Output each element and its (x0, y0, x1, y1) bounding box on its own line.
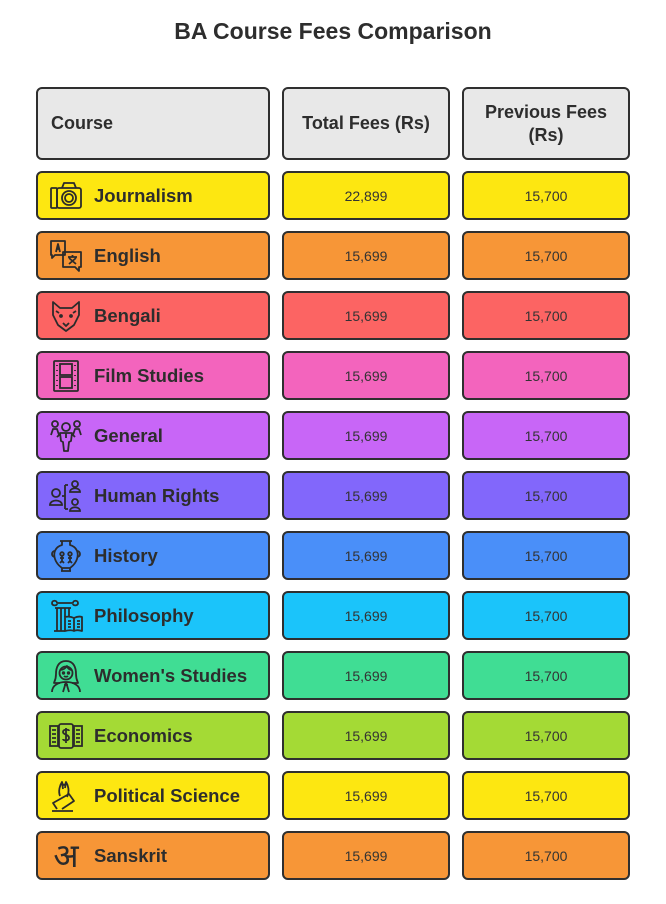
total-fees-cell-economics: 15,699 (282, 711, 450, 760)
header-previous-fees: Previous Fees (Rs) (462, 87, 630, 160)
translate-icon (48, 238, 84, 274)
total-fees-cell-general: 15,699 (282, 411, 450, 460)
total-fees-cell-journalism: 22,899 (282, 171, 450, 220)
previous-fees-cell-journalism: 15,700 (462, 171, 630, 220)
previous-fees-cell-bengali: 15,700 (462, 291, 630, 340)
course-cell-general: General (36, 411, 270, 460)
tiger-icon (48, 298, 84, 334)
course-cell-bengali: Bengali (36, 291, 270, 340)
previous-fees-cell-philosophy: 15,700 (462, 591, 630, 640)
course-name: Political Science (94, 784, 241, 806)
course-name: Human Rights (94, 484, 220, 506)
previous-fees-cell-history: 15,700 (462, 531, 630, 580)
total-fees-cell-human-rights: 15,699 (282, 471, 450, 520)
total-fees-cell-political-science: 15,699 (282, 771, 450, 820)
course-cell-philosophy: Philosophy (36, 591, 270, 640)
course-cell-history: History (36, 531, 270, 580)
total-fees-cell-english: 15,699 (282, 231, 450, 280)
course-name: Economics (94, 724, 193, 746)
previous-fees-cell-film-studies: 15,700 (462, 351, 630, 400)
previous-fees-cell-human-rights: 15,700 (462, 471, 630, 520)
course-cell-women-s-studies: Women's Studies (36, 651, 270, 700)
total-fees-cell-philosophy: 15,699 (282, 591, 450, 640)
page-title: BA Course Fees Comparison (174, 18, 492, 44)
course-cell-political-science: Political Science (36, 771, 270, 820)
course-name: General (94, 424, 163, 446)
people-network-icon (48, 478, 84, 514)
course-name: History (94, 544, 158, 566)
money-icon (48, 718, 84, 754)
course-name: Journalism (94, 184, 193, 206)
column-book-icon (48, 598, 84, 634)
course-cell-human-rights: Human Rights (36, 471, 270, 520)
group-icon (48, 418, 84, 454)
course-cell-economics: Economics (36, 711, 270, 760)
ballot-vote-icon (48, 778, 84, 814)
course-name: Sanskrit (94, 844, 168, 866)
previous-fees-cell-economics: 15,700 (462, 711, 630, 760)
total-fees-cell-history: 15,699 (282, 531, 450, 580)
previous-fees-cell-political-science: 15,700 (462, 771, 630, 820)
amphora-icon (48, 538, 84, 574)
total-fees-cell-bengali: 15,699 (282, 291, 450, 340)
total-fees-cell-sanskrit: 15,699 (282, 831, 450, 880)
header-total-fees: Total Fees (Rs) (282, 87, 450, 160)
total-fees-cell-women-s-studies: 15,699 (282, 651, 450, 700)
course-cell-sanskrit: अ Sanskrit (36, 831, 270, 880)
previous-fees-cell-sanskrit: 15,700 (462, 831, 630, 880)
total-fees-cell-film-studies: 15,699 (282, 351, 450, 400)
previous-fees-cell-general: 15,700 (462, 411, 630, 460)
course-name: English (94, 244, 161, 266)
course-name: Bengali (94, 304, 161, 326)
woman-icon (48, 658, 84, 694)
previous-fees-cell-english: 15,700 (462, 231, 630, 280)
course-name: Women's Studies (94, 664, 248, 686)
course-cell-english: English (36, 231, 270, 280)
course-cell-journalism: Journalism (36, 171, 270, 220)
header-course: Course (36, 87, 270, 160)
devanagari-a-icon: अ (53, 835, 79, 875)
film-strip-icon (48, 358, 84, 394)
previous-fees-cell-women-s-studies: 15,700 (462, 651, 630, 700)
camera-icon (48, 178, 84, 214)
course-name: Film Studies (94, 364, 204, 386)
course-name: Philosophy (94, 604, 194, 626)
course-cell-film-studies: Film Studies (36, 351, 270, 400)
